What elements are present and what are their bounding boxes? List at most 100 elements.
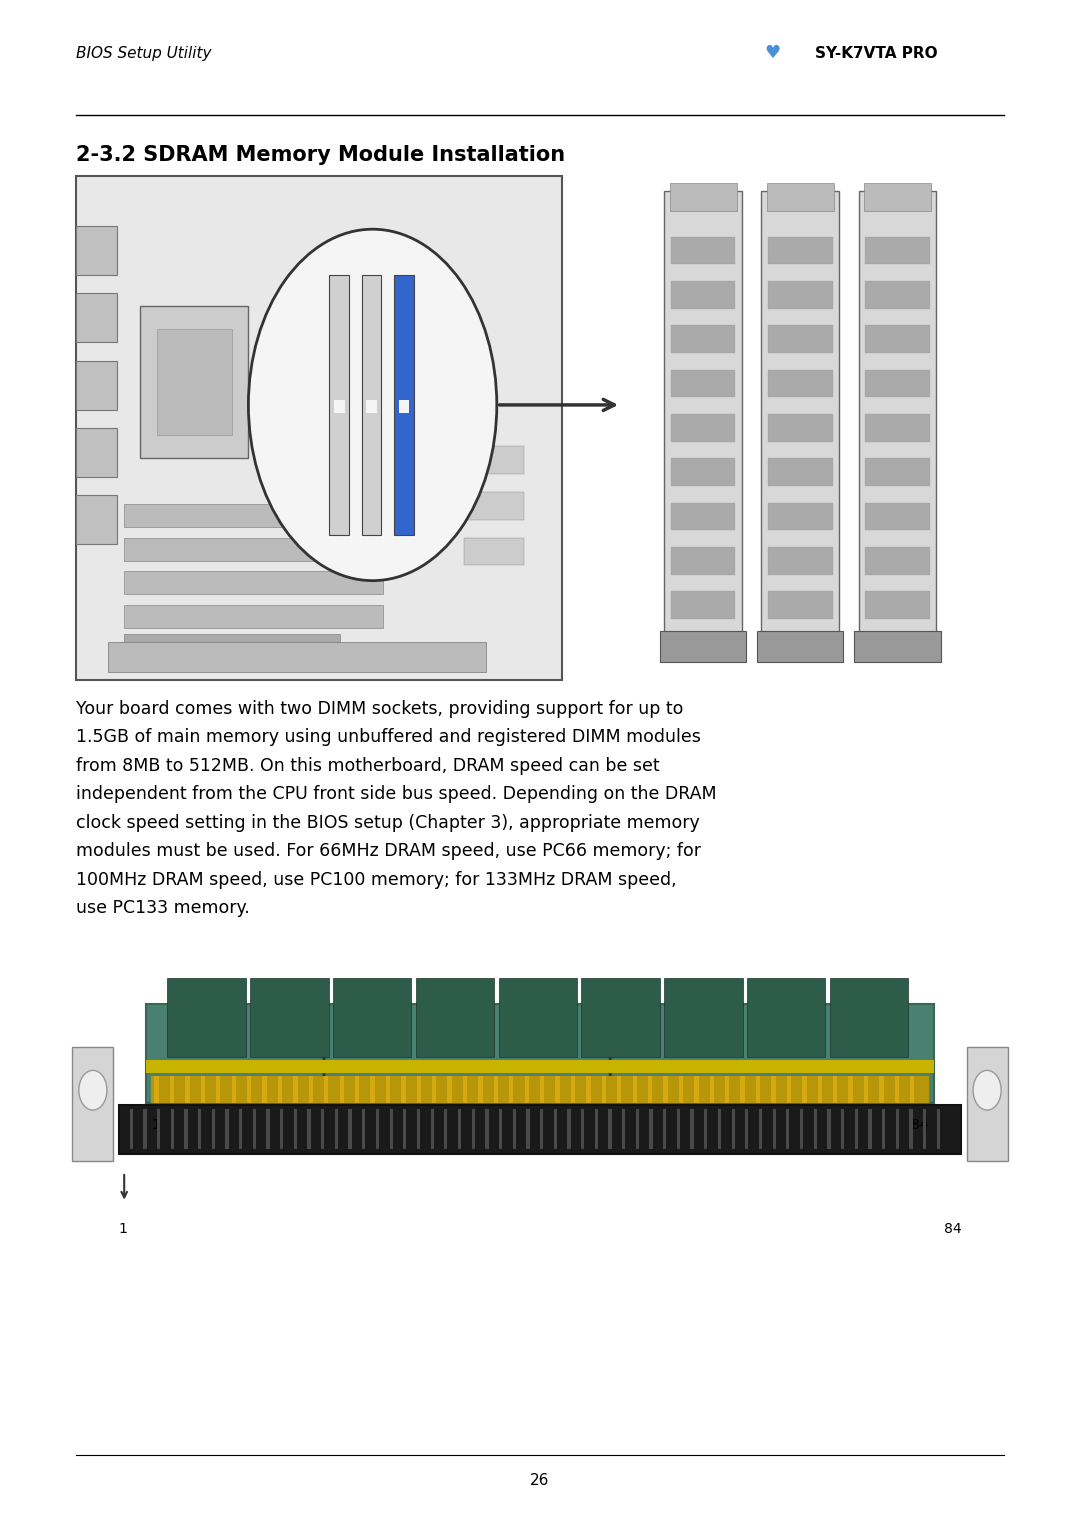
Bar: [463, 1076, 468, 1103]
Bar: [694, 1076, 699, 1103]
Bar: [865, 237, 930, 264]
Bar: [581, 1109, 584, 1149]
Text: Your board comes with two DIMM sockets, providing support for up to
1.5GB of mai: Your board comes with two DIMM sockets, …: [76, 700, 716, 917]
Bar: [670, 183, 737, 211]
Bar: [663, 1109, 666, 1149]
Bar: [146, 1004, 934, 1103]
Bar: [251, 978, 328, 1057]
Bar: [865, 325, 930, 353]
Bar: [390, 1109, 393, 1149]
Bar: [485, 1109, 488, 1149]
Bar: [849, 1076, 853, 1103]
Bar: [198, 1109, 201, 1149]
Bar: [124, 538, 383, 561]
Bar: [76, 226, 117, 275]
Bar: [768, 503, 833, 530]
Text: BIOS Setup Utility: BIOS Setup Utility: [76, 46, 211, 61]
Bar: [690, 1109, 693, 1149]
Bar: [124, 605, 383, 628]
Bar: [865, 547, 930, 575]
Bar: [355, 1076, 360, 1103]
Bar: [555, 1076, 559, 1103]
Bar: [767, 183, 834, 211]
Bar: [894, 1076, 899, 1103]
Bar: [526, 1109, 529, 1149]
Bar: [586, 1076, 591, 1103]
Bar: [171, 1109, 174, 1149]
Bar: [339, 1076, 343, 1103]
Bar: [167, 978, 246, 1057]
Bar: [499, 978, 577, 1057]
Bar: [859, 191, 936, 634]
Bar: [494, 1076, 498, 1103]
Bar: [757, 631, 843, 662]
Bar: [671, 547, 735, 575]
Bar: [865, 414, 930, 442]
Text: 84: 84: [944, 1222, 961, 1236]
Bar: [865, 503, 930, 530]
Bar: [157, 1109, 160, 1149]
Bar: [76, 428, 117, 477]
Bar: [335, 1109, 338, 1149]
Circle shape: [248, 229, 497, 581]
Bar: [140, 306, 248, 458]
Bar: [865, 281, 930, 309]
Bar: [309, 1076, 313, 1103]
Bar: [671, 370, 735, 397]
Bar: [833, 1076, 837, 1103]
Bar: [864, 183, 931, 211]
Bar: [868, 1109, 872, 1149]
Text: 2-3.2 SDRAM Memory Module Installation: 2-3.2 SDRAM Memory Module Installation: [76, 145, 565, 165]
Bar: [76, 176, 562, 680]
Bar: [710, 1076, 714, 1103]
Bar: [771, 1076, 775, 1103]
Bar: [660, 631, 746, 662]
Bar: [280, 1109, 283, 1149]
Bar: [464, 446, 524, 474]
Bar: [633, 1076, 637, 1103]
Bar: [923, 1109, 927, 1149]
Bar: [513, 1109, 516, 1149]
Bar: [334, 400, 345, 413]
Bar: [231, 1076, 235, 1103]
Bar: [910, 1076, 915, 1103]
Bar: [648, 1076, 652, 1103]
Bar: [731, 1109, 734, 1149]
Text: ♥: ♥: [765, 44, 780, 63]
Text: 26: 26: [530, 1473, 550, 1488]
Bar: [786, 1076, 791, 1103]
Bar: [671, 591, 735, 619]
Bar: [394, 275, 414, 535]
Bar: [362, 1109, 365, 1149]
Bar: [416, 978, 495, 1057]
Bar: [554, 1109, 557, 1149]
Bar: [108, 642, 486, 672]
Bar: [768, 237, 833, 264]
Bar: [768, 458, 833, 486]
Bar: [540, 1109, 543, 1149]
Bar: [865, 458, 930, 486]
Bar: [865, 591, 930, 619]
Bar: [151, 1076, 929, 1103]
Bar: [636, 1109, 639, 1149]
Bar: [324, 1076, 328, 1103]
Text: SY-K7VTA PRO: SY-K7VTA PRO: [815, 46, 939, 61]
Bar: [679, 1076, 684, 1103]
Bar: [366, 400, 377, 413]
Bar: [813, 1109, 816, 1149]
Bar: [509, 1076, 513, 1103]
Bar: [499, 1109, 502, 1149]
Bar: [671, 325, 735, 353]
Bar: [617, 1076, 621, 1103]
Bar: [76, 361, 117, 410]
Bar: [671, 414, 735, 442]
Bar: [854, 1109, 858, 1149]
Bar: [571, 1076, 576, 1103]
Bar: [170, 1076, 174, 1103]
Bar: [745, 1109, 748, 1149]
Bar: [725, 1076, 729, 1103]
Bar: [608, 1109, 611, 1149]
Bar: [827, 1109, 831, 1149]
Bar: [464, 538, 524, 565]
Bar: [124, 634, 340, 657]
